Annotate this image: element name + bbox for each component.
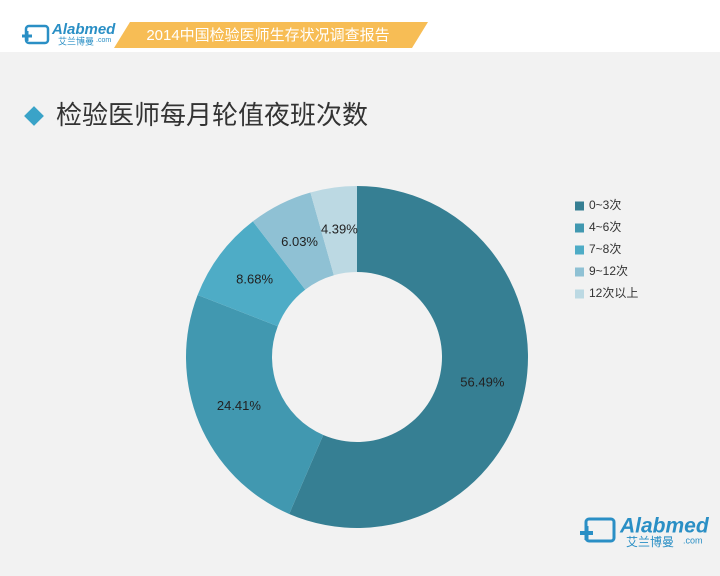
banner bbox=[114, 22, 428, 48]
slice bbox=[310, 186, 357, 276]
logo-icon bbox=[584, 517, 616, 543]
footer-logo: Alabmed .com 艾兰博曼 bbox=[580, 515, 710, 549]
logo-cn: 艾兰博曼 bbox=[58, 35, 94, 46]
data-label: 56.49% bbox=[460, 374, 505, 389]
slice bbox=[289, 186, 528, 528]
legend-label: 9~12次 bbox=[589, 264, 628, 278]
logo-plus bbox=[22, 31, 32, 41]
slice bbox=[197, 221, 306, 327]
legend-label: 12次以上 bbox=[589, 286, 638, 300]
header-logo: Alabmed .com 艾兰博曼 bbox=[22, 21, 116, 46]
data-label: 8.68% bbox=[236, 272, 273, 287]
logo-brand: Alabmed bbox=[51, 21, 116, 38]
logo-domain: .com bbox=[683, 535, 703, 545]
logo-cn: 艾兰博曼 bbox=[626, 534, 674, 549]
legend-swatch bbox=[575, 245, 584, 255]
data-label: 24.41% bbox=[217, 398, 262, 413]
data-label: 6.03% bbox=[281, 234, 318, 249]
plot: 56.49% 0~3次 24.41% 4~6次 8.68% 7~8次 6.03% 9~12次 4… bbox=[185, 186, 638, 528]
chart-title: 检验医师每月轮值夜班次数 bbox=[56, 100, 368, 130]
data-label: 4.39% bbox=[321, 222, 358, 237]
legend-label: 7~8次 bbox=[589, 242, 621, 256]
logo-domain: .com bbox=[96, 37, 111, 44]
title-marker bbox=[24, 106, 44, 126]
banner-text: 2014中国检验医师生存状况调查报告 bbox=[146, 27, 389, 44]
legend-swatch bbox=[575, 223, 584, 233]
legend-label: 0~3次 bbox=[589, 198, 621, 212]
slice bbox=[252, 192, 334, 290]
legend-swatch bbox=[575, 289, 584, 299]
legend-label: 4~6次 bbox=[589, 220, 621, 234]
legend-swatch bbox=[575, 201, 584, 211]
legend-swatch bbox=[575, 267, 584, 277]
slice bbox=[185, 295, 324, 514]
logo-plus bbox=[580, 526, 593, 540]
logo-brand: Alabmed bbox=[619, 515, 710, 538]
